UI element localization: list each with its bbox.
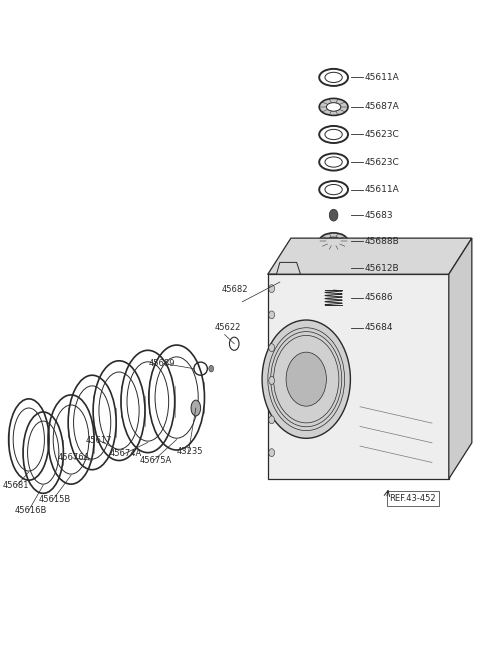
Text: 45688B: 45688B xyxy=(365,237,399,246)
Ellipse shape xyxy=(262,320,350,438)
Text: 45676A: 45676A xyxy=(58,453,90,462)
Text: 45611A: 45611A xyxy=(365,73,399,82)
Text: 45687A: 45687A xyxy=(365,102,399,112)
Text: 45623C: 45623C xyxy=(365,130,399,139)
Text: 45675A: 45675A xyxy=(139,456,171,465)
Circle shape xyxy=(269,285,275,293)
Circle shape xyxy=(269,344,275,352)
Circle shape xyxy=(209,365,214,372)
Text: 45683: 45683 xyxy=(365,211,394,220)
Text: 45612B: 45612B xyxy=(365,264,399,273)
Text: 45686: 45686 xyxy=(365,293,394,302)
Text: 45681: 45681 xyxy=(2,481,29,490)
Circle shape xyxy=(269,416,275,424)
Text: 45689: 45689 xyxy=(149,359,175,368)
Ellipse shape xyxy=(286,352,326,406)
Text: 45616B: 45616B xyxy=(14,506,47,515)
Ellipse shape xyxy=(191,400,201,416)
Text: 45617: 45617 xyxy=(85,436,112,445)
Text: REF.43-452: REF.43-452 xyxy=(389,494,436,503)
Text: 45615B: 45615B xyxy=(38,495,71,504)
Text: 45622: 45622 xyxy=(215,323,241,333)
Ellipse shape xyxy=(326,102,341,111)
Circle shape xyxy=(269,377,275,384)
Circle shape xyxy=(269,449,275,457)
Ellipse shape xyxy=(330,313,337,319)
Text: 45674A: 45674A xyxy=(109,449,142,459)
Text: 45684: 45684 xyxy=(365,323,393,333)
Circle shape xyxy=(269,311,275,319)
Ellipse shape xyxy=(319,233,348,250)
Text: 45623C: 45623C xyxy=(365,157,399,167)
Text: 45611A: 45611A xyxy=(365,185,399,194)
Circle shape xyxy=(329,209,338,221)
Polygon shape xyxy=(268,274,449,479)
FancyBboxPatch shape xyxy=(330,319,337,337)
Ellipse shape xyxy=(326,237,341,246)
Polygon shape xyxy=(449,238,472,479)
Text: 45682: 45682 xyxy=(222,285,248,295)
Ellipse shape xyxy=(319,98,348,115)
Text: 43235: 43235 xyxy=(177,447,203,456)
Polygon shape xyxy=(268,238,472,274)
